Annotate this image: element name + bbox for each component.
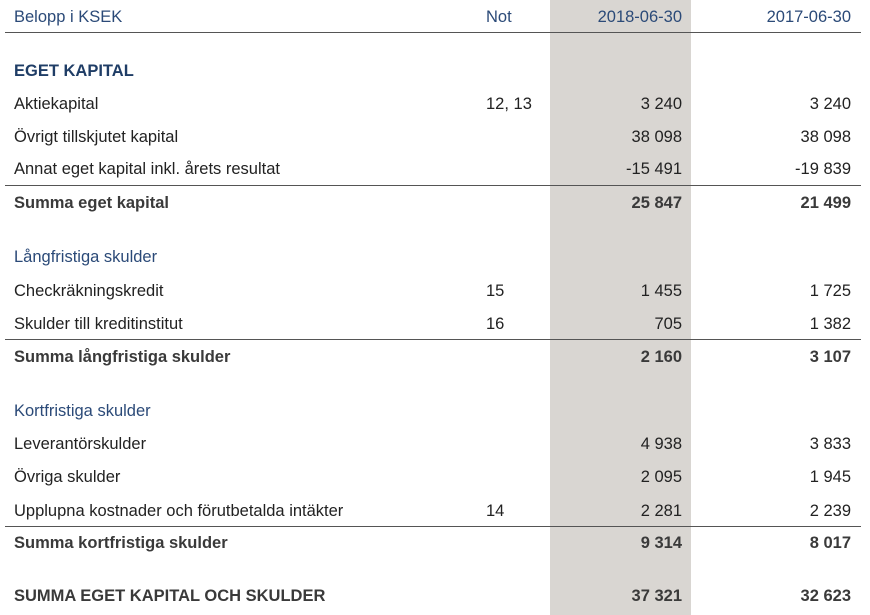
section-heading-text: Kortfristiga skulder bbox=[14, 402, 151, 420]
row-value-2018: 2 095 bbox=[640, 468, 682, 486]
section-heading-shortterm: Kortfristiga skulder bbox=[0, 396, 870, 426]
section-heading-equity: EGET KAPITAL bbox=[0, 56, 870, 86]
table-row: Upplupna kostnader och förutbetalda intä… bbox=[0, 496, 870, 526]
subtotal-row-longterm: Summa långfristiga skulder 2 160 3 107 bbox=[0, 342, 870, 372]
section-heading-longterm: Långfristiga skulder bbox=[0, 242, 870, 272]
row-value-2017: 1 382 bbox=[809, 315, 851, 333]
subtotal-divider bbox=[5, 526, 861, 527]
table-row: Aktiekapital 12, 13 3 240 3 240 bbox=[0, 89, 870, 119]
subtotal-label: Summa kortfristiga skulder bbox=[14, 534, 228, 552]
row-label: Skulder till kreditinstitut bbox=[14, 315, 183, 333]
subtotal-divider bbox=[5, 185, 861, 186]
row-value-2018: 2 281 bbox=[640, 502, 682, 520]
table-header: Belopp i KSEK Not 2018-06-30 2017-06-30 bbox=[0, 2, 870, 32]
row-value-2017: 1 725 bbox=[809, 282, 851, 300]
row-value-2018: -15 491 bbox=[626, 160, 682, 178]
grand-total-label: SUMMA EGET KAPITAL OCH SKULDER bbox=[14, 587, 326, 605]
row-value-2018: 3 240 bbox=[640, 95, 682, 113]
row-value-2017: 3 240 bbox=[809, 95, 851, 113]
row-label: Annat eget kapital inkl. årets resultat bbox=[14, 160, 280, 178]
row-label: Leverantörskulder bbox=[14, 435, 147, 453]
subtotal-value-2018: 2 160 bbox=[640, 348, 682, 366]
row-value-2017: 3 833 bbox=[809, 435, 851, 453]
table-row: Leverantörskulder 4 938 3 833 bbox=[0, 429, 870, 459]
row-value-2018: 38 098 bbox=[631, 128, 682, 146]
subtotal-value-2017: 8 017 bbox=[809, 534, 851, 552]
subtotal-divider bbox=[5, 339, 861, 340]
subtotal-value-2018: 25 847 bbox=[631, 194, 682, 212]
subtotal-label: Summa eget kapital bbox=[14, 194, 169, 212]
row-value-2017: 1 945 bbox=[809, 468, 851, 486]
grand-total-row: SUMMA EGET KAPITAL OCH SKULDER 37 321 32… bbox=[0, 581, 870, 611]
row-value-2018: 1 455 bbox=[640, 282, 682, 300]
row-value-2017: 2 239 bbox=[809, 502, 851, 520]
row-label: Aktiekapital bbox=[14, 95, 99, 113]
table-row: Övriga skulder 2 095 1 945 bbox=[0, 462, 870, 492]
subtotal-value-2017: 21 499 bbox=[800, 194, 851, 212]
section-heading-text: EGET KAPITAL bbox=[14, 62, 134, 80]
row-note: 16 bbox=[486, 315, 505, 333]
grand-total-value-2018: 37 321 bbox=[631, 587, 682, 605]
grand-total-value-2017: 32 623 bbox=[800, 587, 851, 605]
header-col-2018: 2018-06-30 bbox=[597, 8, 682, 26]
current-period-column-shade bbox=[550, 0, 691, 615]
section-heading-text: Långfristiga skulder bbox=[14, 248, 158, 266]
header-note: Not bbox=[486, 8, 512, 26]
row-value-2017: 38 098 bbox=[800, 128, 851, 146]
subtotal-value-2017: 3 107 bbox=[809, 348, 851, 366]
row-note: 15 bbox=[486, 282, 505, 300]
subtotal-row-shortterm: Summa kortfristiga skulder 9 314 8 017 bbox=[0, 528, 870, 558]
header-amount-unit: Belopp i KSEK bbox=[14, 8, 123, 26]
table-row: Övrigt tillskjutet kapital 38 098 38 098 bbox=[0, 122, 870, 152]
header-col-2017: 2017-06-30 bbox=[766, 8, 851, 26]
row-label: Övrigt tillskjutet kapital bbox=[14, 128, 179, 146]
header-divider bbox=[5, 32, 861, 33]
row-label: Övriga skulder bbox=[14, 468, 121, 486]
subtotal-row-equity: Summa eget kapital 25 847 21 499 bbox=[0, 188, 870, 218]
row-value-2018: 4 938 bbox=[640, 435, 682, 453]
row-note: 12, 13 bbox=[486, 95, 532, 113]
row-value-2018: 705 bbox=[654, 315, 682, 333]
table-row: Checkräkningskredit 15 1 455 1 725 bbox=[0, 276, 870, 306]
subtotal-value-2018: 9 314 bbox=[640, 534, 682, 552]
row-value-2017: -19 839 bbox=[795, 160, 851, 178]
row-note: 14 bbox=[486, 502, 505, 520]
table-row: Annat eget kapital inkl. årets resultat … bbox=[0, 154, 870, 184]
row-label: Checkräkningskredit bbox=[14, 282, 164, 300]
row-label: Upplupna kostnader och förutbetalda intä… bbox=[14, 502, 344, 520]
subtotal-label: Summa långfristiga skulder bbox=[14, 348, 231, 366]
table-row: Skulder till kreditinstitut 16 705 1 382 bbox=[0, 309, 870, 339]
